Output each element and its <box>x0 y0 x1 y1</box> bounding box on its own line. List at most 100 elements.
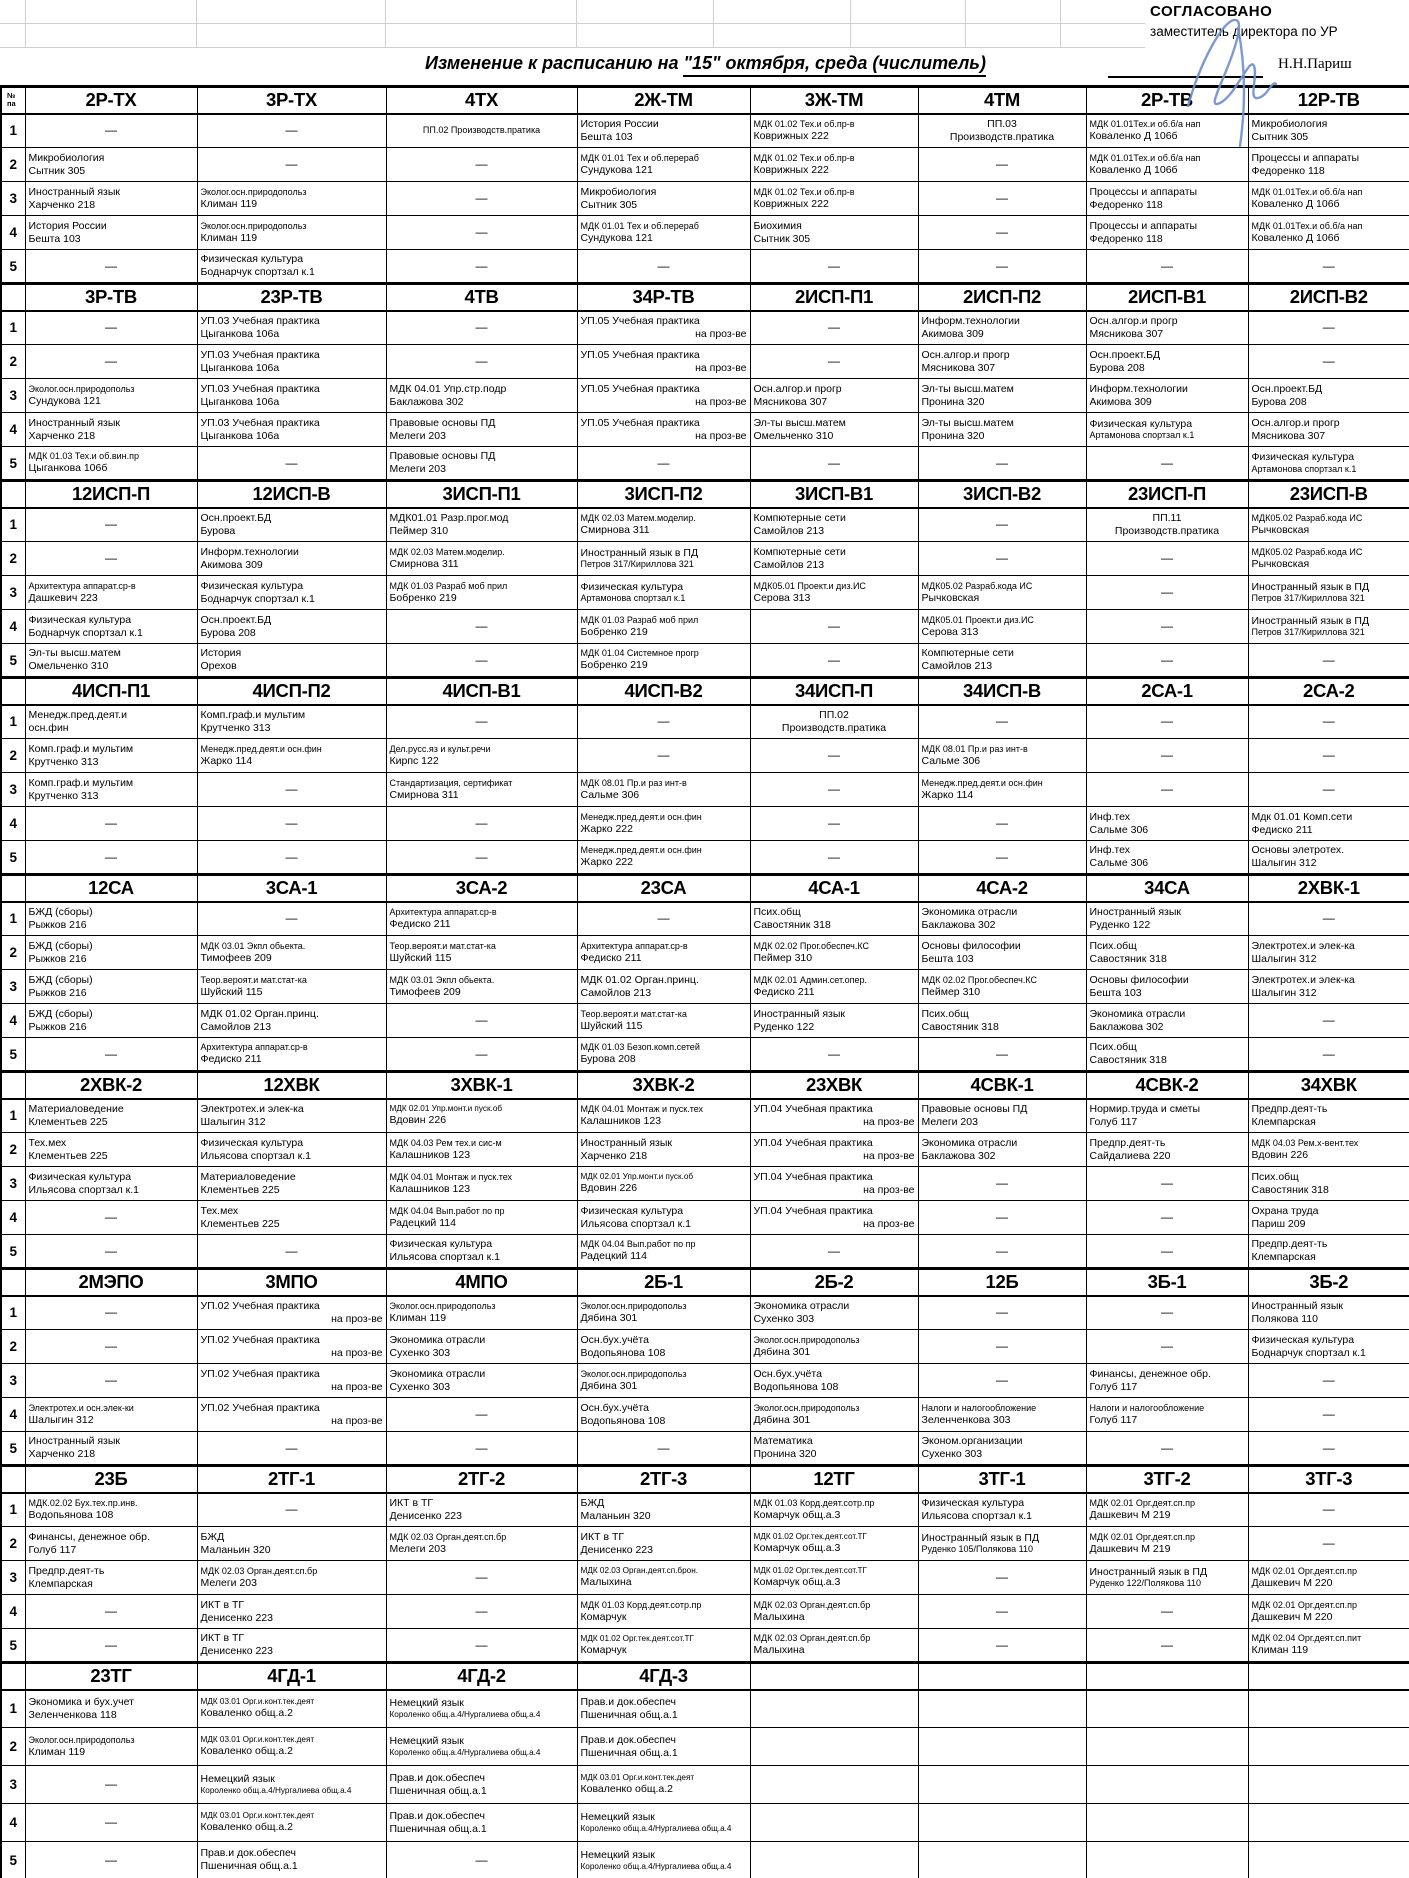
schedule-cell: — <box>917 840 1087 875</box>
schedule-cell: Компютерные сети Самойлов 213 <box>917 643 1087 678</box>
schedule-row: 3 Комп.граф.и мультим Крутченко 313— Станда… <box>0 772 1409 807</box>
group-header: 4ТВ <box>385 282 578 312</box>
schedule-cell: — <box>385 1397 578 1432</box>
teacher-line: Малыхина <box>580 1576 632 1589</box>
group-header: 34ХВК <box>1247 1070 1409 1100</box>
subject-line: Архитектура аппарат.ср-в <box>389 906 497 917</box>
schedule-cell: Прав.и док.обеспеч Пшеничная общ.а.1 <box>385 1803 578 1842</box>
schedule-cell: Экономика отрасли Сухенко 303 <box>385 1363 578 1398</box>
schedule-cell: Микробиология Сытник 305 <box>1247 113 1409 148</box>
schedule-cell: Налоги и налогообложение Зеленченкова 303 <box>917 1397 1087 1432</box>
teacher-line: Короленко общ.а.4/Нургалиева общ.а.4 <box>580 1861 732 1871</box>
period-number: 4 <box>0 215 26 250</box>
grid-line <box>576 0 577 47</box>
schedule-cell: МДК 01.02 Тех.и об.пр-в Коврижных 222 <box>749 181 919 216</box>
schedule-cell: Физическая культура Боднарчук спортзал к.… <box>196 249 387 284</box>
subject-line: Иностранный язык в ПД <box>921 1531 1040 1544</box>
teacher-line: Коваленко общ.а.2 <box>580 1783 674 1796</box>
teacher-line: Маланьин 320 <box>200 1543 271 1556</box>
subject-line: УП.03 Учебная практика <box>200 348 320 361</box>
teacher-line: Мелеги 203 <box>389 429 446 442</box>
schedule-cell: — <box>749 446 919 481</box>
subject-line: УП.03 Учебная практика <box>200 416 320 429</box>
teacher-line: Тимофеев 209 <box>200 951 272 964</box>
subject-line: Экономика отрасли <box>1089 1007 1186 1020</box>
schedule-cell: Осн.бух.учёта Водопьянова 108 <box>576 1329 751 1364</box>
subject-line: МДК 01.01 Тех и об.перераб <box>580 152 699 163</box>
schedule-row: 4 БЖД (сборы) Рыжков 216 МДК 01.02 Орган.пр… <box>0 1003 1409 1038</box>
schedule-cell: Эл-ты высш.матем Омельченко 310 <box>749 412 919 447</box>
schedule-cell: — <box>917 1234 1087 1269</box>
period-corner-cell <box>0 479 26 509</box>
schedule-row: 4 Иностранный язык Харченко 218 УП.03 Учебн… <box>0 412 1409 447</box>
subject-line: МДК 01.03 Разраб моб прил <box>389 580 508 591</box>
group-header: 3Р-ТВ <box>24 282 198 312</box>
corner-label: па <box>7 99 16 109</box>
group-header: 4ИСП-В2 <box>576 676 751 706</box>
schedule-cell: Менедж.пред.деят.и осн.фин Жарко 114 <box>196 738 387 773</box>
teacher-line: Савостяник 318 <box>921 1020 999 1033</box>
group-header: 23ТГ <box>24 1661 198 1691</box>
teacher-line: Сытник 305 <box>580 198 638 211</box>
subject-line: МДК 04.01 Монтаж и пуск.тех <box>389 1171 513 1182</box>
schedule-cell: — <box>1085 1431 1249 1466</box>
teacher-line: Омельченко 310 <box>28 660 109 672</box>
period-number: 3 <box>0 181 26 216</box>
group-header: 4ГД-1 <box>196 1661 387 1691</box>
group-header: 34ИСП-П <box>749 676 919 706</box>
teacher-line: Савостяник 318 <box>1089 1054 1167 1066</box>
schedule-cell: МДК 02.02 Прог.обеспеч.КС Пеймер 310 <box>749 935 919 970</box>
period-number: 4 <box>0 1200 26 1235</box>
signer-name: Н.Н.Париш <box>1278 56 1352 72</box>
subject-line: МДК 02.02 Прог.обеспеч.КС <box>921 974 1038 985</box>
schedule-cell: — <box>917 249 1087 284</box>
subject-line: МДК 02.03 Матем.моделир. <box>580 512 696 523</box>
schedule-cell: — <box>749 609 919 644</box>
schedule-cell: — <box>1247 1526 1409 1561</box>
period-number: 4 <box>0 1003 26 1038</box>
schedule-cell: — <box>749 344 919 379</box>
group-header-row: 2МЭПО 3МПО 4МПО 2Б-1 2Б-2 12Б 3Б-1 3Б-2 <box>0 1267 1409 1297</box>
subject-line: Мдк 01.01 Комп.сети <box>1251 810 1353 823</box>
teacher-line: Боднарчук спортзал к.1 <box>200 266 315 278</box>
schedule-cell: Осн.проект.БД Бурова 208 <box>1247 378 1409 413</box>
period-number: 4 <box>0 412 26 447</box>
schedule-cell: — <box>196 147 387 182</box>
teacher-line: Ильясова спортзал к.1 <box>200 1149 312 1162</box>
period-corner-cell <box>0 282 26 312</box>
schedule-row: 4 Физическая культура Боднарчук спортзал к… <box>0 609 1409 644</box>
schedule-cell: МДК05.01 Проект.и диз.ИС Серова 313 <box>749 575 919 610</box>
group-header: 4ГД-3 <box>576 1661 751 1691</box>
schedule-cell: Материаловедение Клементьев 225 <box>24 1098 198 1133</box>
subject-line: Правовые основы ПД <box>921 1102 1028 1115</box>
teacher-line: Самойлов 213 <box>580 986 652 999</box>
subject-line: МДК 01.03 Безоп.комп.сетей <box>580 1042 700 1053</box>
teacher-line: Ильясова спортзал к.1 <box>389 1251 501 1263</box>
schedule-cell: Инф.тех Сальме 306 <box>1085 840 1249 875</box>
subject-line: Экономика отрасли <box>921 905 1018 918</box>
teacher-line: Боднарчук спортзал к.1 <box>1251 1346 1366 1359</box>
group-header <box>1247 1661 1409 1691</box>
schedule-cell: — <box>749 643 919 678</box>
subject-line: Псих.общ <box>921 1007 969 1020</box>
teacher-line: Голуб 117 <box>1089 1380 1138 1393</box>
subject-line: Эл-ты высш.матем <box>921 382 1014 395</box>
teacher-line: Петров 317/Кириллова 321 <box>580 559 694 570</box>
schedule-cell: Физическая культура Ильясова спортзал к.1 <box>24 1166 198 1201</box>
schedule-cell: МДК 01.04 Системное прогр Бобренко 219 <box>576 643 751 678</box>
subject-line: Физическая культура <box>580 580 684 593</box>
subject-line: Информ.технологии <box>1089 382 1188 395</box>
schedule-cell: УП.02 Учебная практика на проз-ве <box>196 1363 387 1398</box>
schedule-cell: МДК 02.01 Орг.деят.сп.пр Дашкевич М 220 <box>1247 1594 1409 1629</box>
schedule-cell: Менедж.пред.деят.и осн.фин Жарко 114 <box>917 772 1087 807</box>
schedule-cell: Экономика отрасли Сухенко 303 <box>385 1329 578 1364</box>
teacher-line: на проз-ве <box>331 1414 383 1427</box>
schedule-cell: Псих.общ Савостяник 318 <box>917 1003 1087 1038</box>
subject-line: МДК 01.02 Орган.принц. <box>580 973 699 986</box>
subject-line: МДК 01.01Тех.и об.б/а нап <box>1251 220 1363 231</box>
schedule-cell: БЖД (сборы) Рыжков 216 <box>24 1003 198 1038</box>
subject-line: Материаловедение <box>200 1170 296 1183</box>
teacher-line: Жарко 114 <box>921 788 974 801</box>
teacher-line: Париш 209 <box>1251 1217 1306 1230</box>
